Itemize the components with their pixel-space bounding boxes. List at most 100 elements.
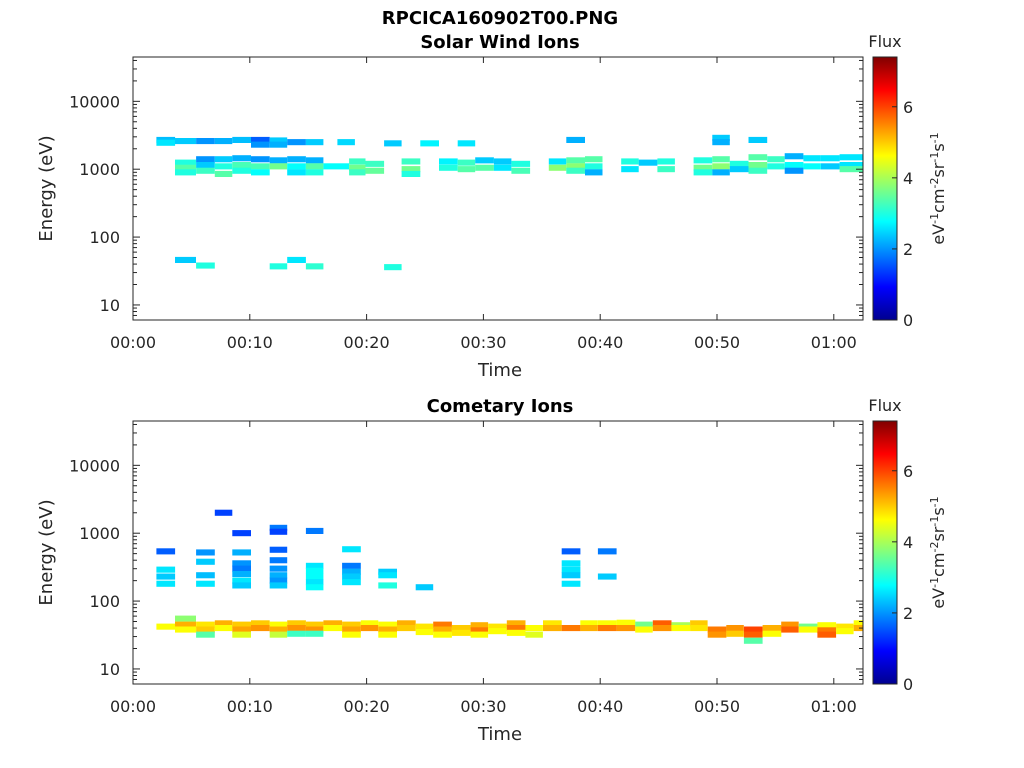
heatmap-cell: [156, 566, 176, 573]
x-tick-label: 01:00: [811, 333, 857, 352]
y-tick-label: 100: [89, 228, 120, 247]
heatmap-cell: [506, 625, 526, 632]
colorbar-tick-label: 2: [903, 240, 913, 259]
y-tick-label: 10: [100, 296, 120, 315]
heatmap-cell: [784, 162, 804, 169]
heatmap-cell: [232, 549, 251, 556]
heatmap-cell: [712, 169, 730, 176]
heatmap-cell: [305, 579, 324, 586]
colorbar-tick-label: 6: [903, 98, 913, 117]
heatmap-cell: [839, 162, 863, 169]
heatmap-cell: [287, 625, 306, 632]
heatmap-cell: [506, 620, 526, 627]
colorbar-title: Flux: [868, 396, 901, 415]
heatmap-cell: [269, 524, 288, 531]
heatmap-cell: [342, 621, 361, 628]
heatmap-cell: [470, 631, 489, 638]
heatmap-cell: [287, 620, 306, 627]
heatmap-cell: [743, 637, 763, 644]
heatmap-cell: [214, 170, 233, 177]
heatmap-cell: [251, 141, 270, 148]
heatmap-bins: [156, 134, 863, 271]
heatmap-cell: [305, 626, 324, 633]
y-tick-label: 1000: [79, 524, 120, 543]
heatmap-cell: [305, 573, 324, 580]
heatmap-cell: [342, 626, 361, 633]
heatmap-cell: [196, 162, 215, 169]
heatmap-cell: [561, 580, 581, 587]
heatmap-cell: [214, 156, 233, 163]
colorbar: 0 2 4 6 Flux eV-1cm-2sr-1s-1: [868, 396, 948, 694]
y-tick-label: 10000: [69, 456, 120, 475]
x-tick-label: 00:00: [110, 333, 156, 352]
heatmap-cell: [726, 625, 744, 632]
heatmap-cell: [269, 626, 288, 633]
heatmap-cell: [729, 166, 749, 173]
heatmap-cell: [693, 157, 713, 164]
heatmap-cell: [561, 548, 581, 555]
colorbar: 0 2 4 6 Flux eV-1cm-2sr-1s-1: [868, 32, 948, 330]
heatmap-cell: [251, 620, 270, 627]
x-axis-label: Time: [477, 724, 522, 745]
panel-title: Solar Wind Ions: [420, 32, 579, 53]
heatmap-cell: [232, 167, 251, 174]
heatmap-cell: [493, 158, 512, 165]
heatmap-cell: [839, 154, 863, 161]
heatmap-cell: [196, 572, 215, 579]
heatmap-cell: [488, 623, 507, 630]
heatmap-cell: [156, 573, 176, 580]
heatmap-cell: [433, 626, 452, 633]
heatmap-cell: [232, 136, 251, 143]
axes-frame: [132, 420, 864, 685]
heatmap-cell: [342, 546, 361, 553]
heatmap-cell: [439, 158, 458, 165]
heatmap-cell: [525, 625, 543, 632]
panel-cometary-ions: 00:00 00:10 00:20 00:30 00:40 00:50 01:00 10 100…: [36, 396, 948, 745]
heatmap-cell: [638, 159, 658, 166]
heatmap-cell: [566, 167, 585, 174]
heatmap-cell: [433, 621, 452, 628]
heatmap-cell: [365, 160, 385, 167]
heatmap-cell: [378, 621, 397, 628]
heatmap-cell: [232, 626, 251, 633]
heatmap-cell: [781, 626, 799, 633]
heatmap-cell: [175, 164, 196, 171]
heatmap-cell: [621, 158, 639, 165]
heatmap-cell: [657, 158, 675, 165]
heatmap-cell: [378, 631, 397, 638]
heatmap-cell: [566, 163, 585, 170]
heatmap-cell: [156, 623, 176, 630]
heatmap-cell: [470, 627, 489, 634]
heatmap-cell: [156, 580, 176, 587]
heatmap-cell: [251, 156, 270, 163]
heatmap-cell: [693, 164, 713, 171]
heatmap-cell: [597, 625, 617, 632]
colorbar-tick-label: 6: [903, 462, 913, 481]
heatmap-cell: [803, 155, 821, 162]
heatmap-cell: [196, 262, 215, 269]
heatmap-cell: [525, 631, 543, 638]
heatmap-cell: [585, 169, 603, 176]
x-tick-label: 00:30: [460, 697, 506, 716]
y-tick-label: 1000: [79, 160, 120, 179]
heatmap-cell: [561, 566, 581, 573]
y-axis-label: Energy (eV): [36, 135, 57, 241]
heatmap-cell: [597, 620, 617, 627]
heatmap-cell: [251, 136, 270, 143]
heatmap-cell: [712, 139, 730, 146]
heatmap-cell: [175, 159, 196, 166]
heatmap-cell: [196, 549, 215, 556]
colorbar-units-label: eV-1cm-2sr-1s-1: [928, 496, 949, 608]
heatmap-cell: [836, 623, 854, 630]
heatmap-cell: [175, 169, 196, 176]
heatmap-cell: [337, 139, 355, 146]
heatmap-cell: [342, 631, 361, 638]
heatmap-cell: [214, 625, 233, 632]
heatmap-cell: [251, 163, 270, 170]
heatmap-cell: [457, 140, 476, 147]
heatmap-cell: [214, 509, 233, 516]
heatmap-cell: [342, 579, 361, 586]
heatmap-cell: [305, 263, 324, 270]
heatmap-cell: [548, 158, 567, 165]
heatmap-cell: [397, 625, 416, 632]
